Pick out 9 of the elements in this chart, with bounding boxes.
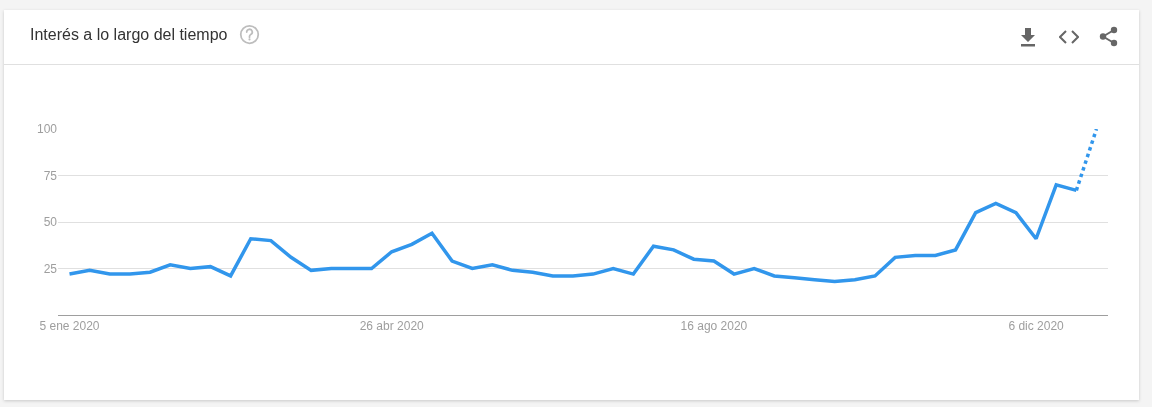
x-tick-label: 26 abr 2020 (359, 319, 425, 334)
y-tick-label: 75 (43, 168, 58, 183)
y-tick-label: 25 (43, 261, 58, 276)
chart-title: Interés a lo largo del tiempo (30, 26, 228, 44)
y-tick-label: 100 (36, 122, 58, 137)
y-tick-label: 50 (43, 215, 58, 230)
x-tick-label: 5 ene 2020 (39, 319, 100, 334)
x-tick-label: 6 dic 2020 (1008, 319, 1065, 334)
x-tick-label: 16 ago 2020 (680, 319, 748, 334)
